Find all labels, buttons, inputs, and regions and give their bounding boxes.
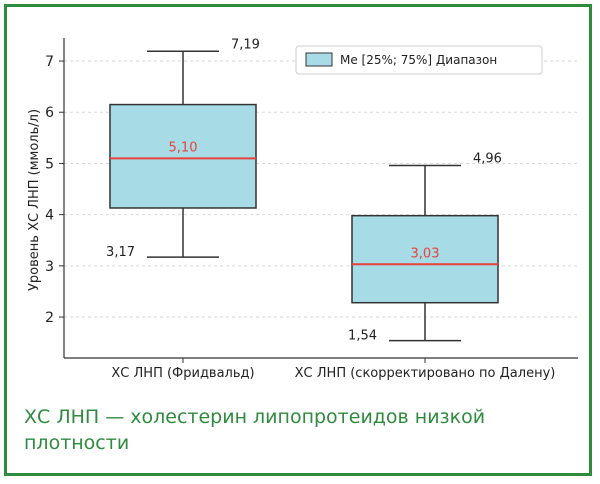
box-1: 5,10 7,19 3,17 <box>106 37 260 260</box>
median-label: 3,03 <box>411 246 440 261</box>
median-label: 5,10 <box>169 140 198 155</box>
boxes: 5,10 7,19 3,17 3,03 4,96 1,54 <box>106 37 502 343</box>
min-label: 1,54 <box>348 329 377 344</box>
y-ticks: 2 3 4 5 6 7 <box>45 54 64 326</box>
iqr-box <box>109 103 257 209</box>
x-tick-label: ХС ЛНП (Фридвальд) <box>111 366 254 381</box>
box-2: 3,03 4,96 1,54 <box>348 151 502 343</box>
box-plot-chart: 2 3 4 5 6 7 Уровень ХС ЛНП (ммоль/л) 5,10 7,19… <box>27 37 578 381</box>
max-label: 7,19 <box>231 37 260 52</box>
figure-caption: ХС ЛНП — холестерин липопротеидов низкой… <box>24 406 486 454</box>
axes <box>63 38 578 359</box>
y-tick-label: 3 <box>45 259 54 275</box>
max-label: 4,96 <box>473 151 502 166</box>
y-axis-label: Уровень ХС ЛНП (ммоль/л) <box>27 109 42 291</box>
legend-swatch <box>305 52 333 67</box>
legend-label: Me [25%; 75%] Диапазон <box>340 53 497 67</box>
y-tick-label: 6 <box>45 105 54 121</box>
x-tick-labels: ХС ЛНП (Фридвальд) ХС ЛНП (скорректирован… <box>111 358 555 381</box>
legend: Me [25%; 75%] Диапазон <box>295 45 543 75</box>
iqr-box <box>351 214 499 304</box>
min-label: 3,17 <box>106 245 135 260</box>
y-tick-label: 4 <box>45 208 54 224</box>
y-tick-label: 5 <box>45 156 54 172</box>
legend-box <box>295 45 543 75</box>
x-tick-label: ХС ЛНП (скорректировано по Далену) <box>295 366 556 381</box>
y-tick-label: 7 <box>45 54 54 70</box>
y-tick-label: 2 <box>45 310 54 326</box>
